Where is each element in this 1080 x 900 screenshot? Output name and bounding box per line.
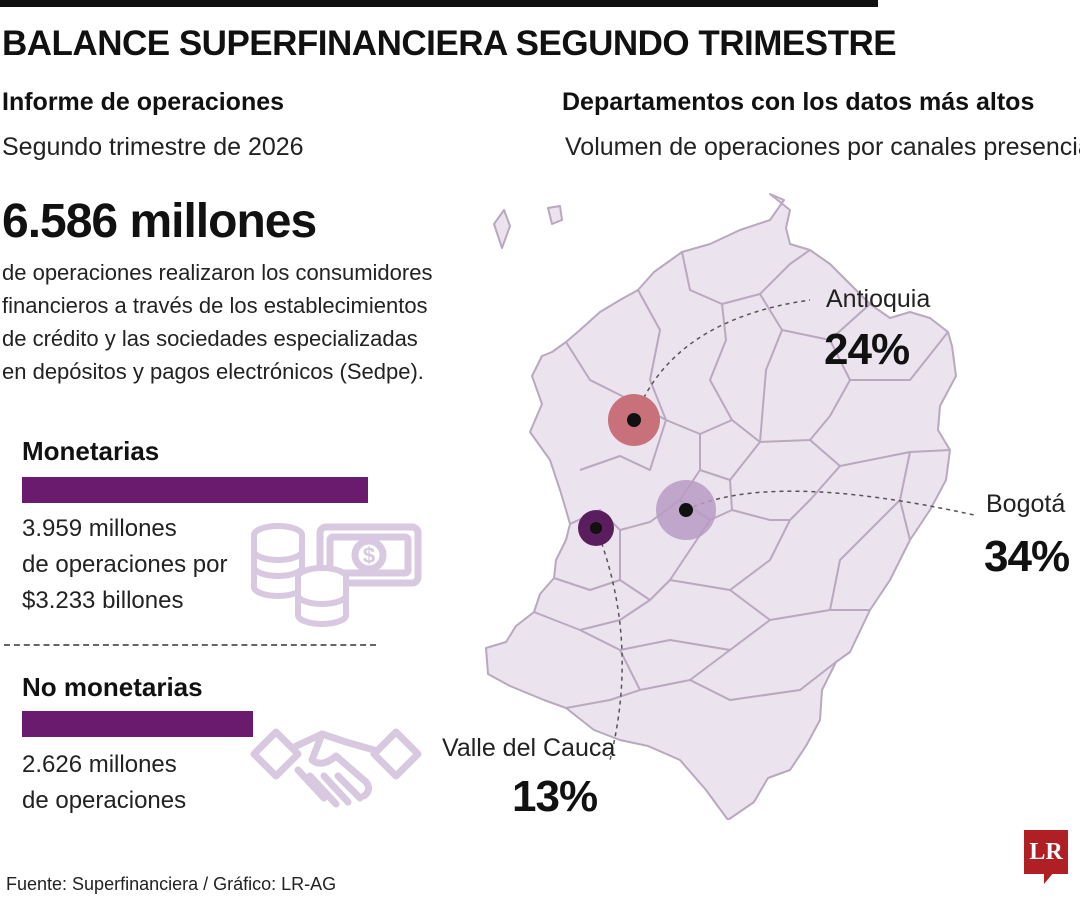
detail-line: de operaciones por [22, 551, 228, 578]
bogota-dot [679, 503, 693, 517]
section-divider [4, 644, 376, 646]
right-subheading: Volumen de operaciones por canales prese… [565, 133, 1080, 161]
lr-logo-tail [1044, 872, 1054, 884]
antioquia-percent: 24% [824, 325, 910, 374]
valle-dot [590, 522, 602, 534]
description-line: de operaciones realizaron los consumidor… [2, 260, 433, 285]
coins-and-banknote-icon: $ [251, 523, 422, 627]
description-line: en depósitos y pagos electrónicos (Sedpe… [2, 359, 424, 384]
lr-logo: LR [1024, 830, 1068, 874]
page-title: BALANCE SUPERFINANCIERA SEGUNDO TRIMESTR… [2, 24, 897, 63]
total-description: de operaciones realizaron los consumidor… [2, 256, 462, 388]
detail-line: $3.233 billones [22, 587, 184, 614]
map-outline [485, 193, 957, 820]
detail-line: 2.626 millones [22, 751, 177, 778]
description-line: financieros a través de los establecimie… [2, 293, 428, 318]
description-line: de crédito y las sociedades especializad… [2, 326, 418, 351]
category-monetarias-label: Monetarias [22, 436, 160, 466]
bogota-label: Bogotá [986, 490, 1066, 518]
svg-text:$: $ [363, 543, 375, 568]
detail-line: 3.959 millones [22, 515, 177, 542]
antioquia-leader-line [633, 299, 811, 421]
left-subheading: Segundo trimestre de 2026 [2, 133, 304, 161]
category-no-monetarias-label: No monetarias [22, 672, 203, 702]
detail-line: de operaciones [22, 787, 187, 814]
handshake-icon [250, 728, 422, 808]
antioquia-dot [627, 413, 641, 427]
right-heading: Departamentos con los datos más altos [562, 88, 1035, 116]
left-heading: Informe de operaciones [2, 88, 285, 116]
category-monetarias-detail: 3.959 millones de operaciones por $3.233… [22, 511, 227, 619]
category-no-monetarias-detail: 2.626 millones de operaciones [22, 747, 186, 819]
colombia-map [485, 193, 975, 820]
antioquia-label: Antioquia [826, 285, 931, 313]
total-operations: 6.586 millones [2, 195, 317, 248]
source-credit: Fuente: Superfinanciera / Gráfico: LR-AG [6, 874, 337, 894]
valle-label: Valle del Cauca [442, 734, 616, 762]
category-no-monetarias-bar [22, 711, 253, 737]
category-monetarias-bar [22, 477, 368, 503]
top-rule [0, 0, 878, 7]
valle-percent: 13% [512, 772, 598, 821]
bogota-percent: 34% [984, 532, 1070, 581]
